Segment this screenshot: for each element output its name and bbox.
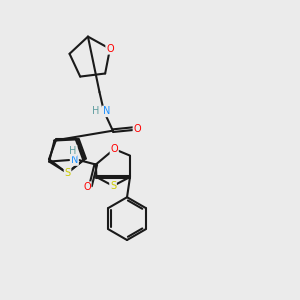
Text: O: O xyxy=(83,182,91,192)
Text: O: O xyxy=(110,144,118,154)
Text: S: S xyxy=(64,168,70,178)
Text: H: H xyxy=(69,146,76,156)
Text: H: H xyxy=(92,106,99,116)
Text: O: O xyxy=(134,124,141,134)
Text: N: N xyxy=(71,155,78,165)
Text: N: N xyxy=(103,106,110,116)
Text: O: O xyxy=(106,44,114,54)
Text: S: S xyxy=(110,181,116,191)
